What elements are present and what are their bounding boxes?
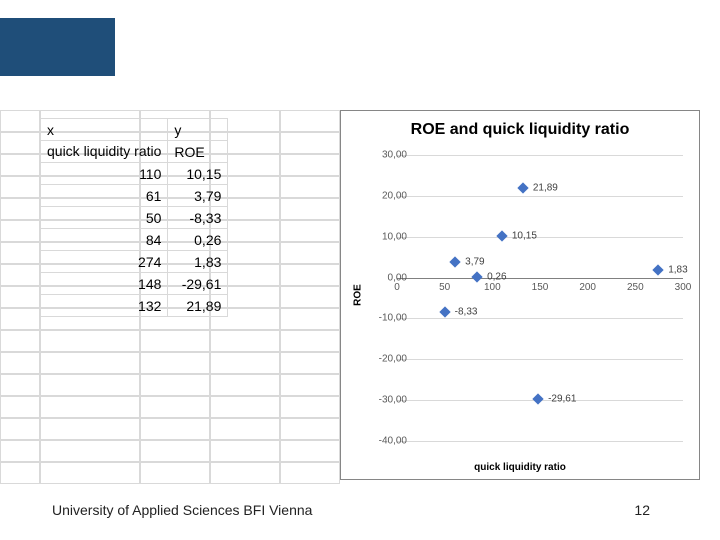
ytick-label: -20,00 [367,354,407,365]
page-number: 12 [634,502,650,518]
scatter-chart: ROE and quick liquidity ratio ROE 10,15 3… [340,110,700,480]
xtick-label: 200 [579,282,596,293]
chart-xlabel: quick liquidity ratio [341,462,699,473]
ytick-label: -30,00 [367,395,407,406]
decor-blue-block [0,18,115,76]
point-label: -8,33 [455,306,478,317]
cell-y: 21,89 [168,295,228,317]
ytick-label: 0,00 [367,272,407,283]
xtick-label: 150 [532,282,549,293]
ytick-label: -40,00 [367,436,407,447]
cell-x: 132 [41,295,168,317]
data-table-area: x y quick liquidity ratio ROE 11010,1561… [0,110,340,490]
table-row: 13221,89 [41,295,228,317]
cell-y: 3,79 [168,185,228,207]
table-row: quick liquidity ratio ROE [41,141,228,163]
subheader-y: ROE [168,141,228,163]
cell-x: 84 [41,229,168,251]
xtick-label: 0 [394,282,400,293]
x-axis-line [397,278,683,279]
point-label: -29,61 [548,393,576,404]
cell-y: 0,26 [168,229,228,251]
gridline [397,441,683,442]
cell-x: 110 [41,163,168,185]
scatter-point [471,271,482,282]
chart-plot-area: 10,153,79-8,330,261,83-29,6121,89 [397,155,683,441]
footer-institution: University of Applied Sciences BFI Vienn… [52,502,312,518]
gridline [397,318,683,319]
gridline [397,155,683,156]
scatter-point [653,264,664,275]
cell-y: 10,15 [168,163,228,185]
cell-x: 148 [41,273,168,295]
cell-x: 61 [41,185,168,207]
header-x: x [41,119,168,141]
ytick-label: -10,00 [367,313,407,324]
scatter-point [449,256,460,267]
xtick-label: 50 [439,282,450,293]
content-area: x y quick liquidity ratio ROE 11010,1561… [0,110,720,490]
point-label: 10,15 [512,231,537,242]
subheader-x: quick liquidity ratio [41,141,168,163]
table-row: 50-8,33 [41,207,228,229]
point-label: 3,79 [465,257,484,268]
ytick-label: 20,00 [367,190,407,201]
xtick-label: 100 [484,282,501,293]
table-row: 11010,15 [41,163,228,185]
cell-x: 274 [41,251,168,273]
table-row: 148-29,61 [41,273,228,295]
ytick-label: 10,00 [367,231,407,242]
table-row: 613,79 [41,185,228,207]
data-table: x y quick liquidity ratio ROE 11010,1561… [40,118,228,317]
point-label: 0,26 [487,271,506,282]
table-row: x y [41,119,228,141]
cell-y: 1,83 [168,251,228,273]
cell-y: -29,61 [168,273,228,295]
chart-ylabel: ROE [352,284,363,306]
ytick-label: 30,00 [367,150,407,161]
xtick-label: 300 [675,282,692,293]
gridline [397,359,683,360]
point-label: 21,89 [533,183,558,194]
scatter-point [532,393,543,404]
gridline [397,196,683,197]
scatter-point [439,306,450,317]
gridline [397,237,683,238]
point-label: 1,83 [668,265,687,276]
header-y: y [168,119,228,141]
chart-title: ROE and quick liquidity ratio [341,121,699,139]
cell-x: 50 [41,207,168,229]
scatter-point [496,230,507,241]
scatter-point [517,182,528,193]
table-row: 2741,83 [41,251,228,273]
table-row: 840,26 [41,229,228,251]
cell-y: -8,33 [168,207,228,229]
xtick-label: 250 [627,282,644,293]
